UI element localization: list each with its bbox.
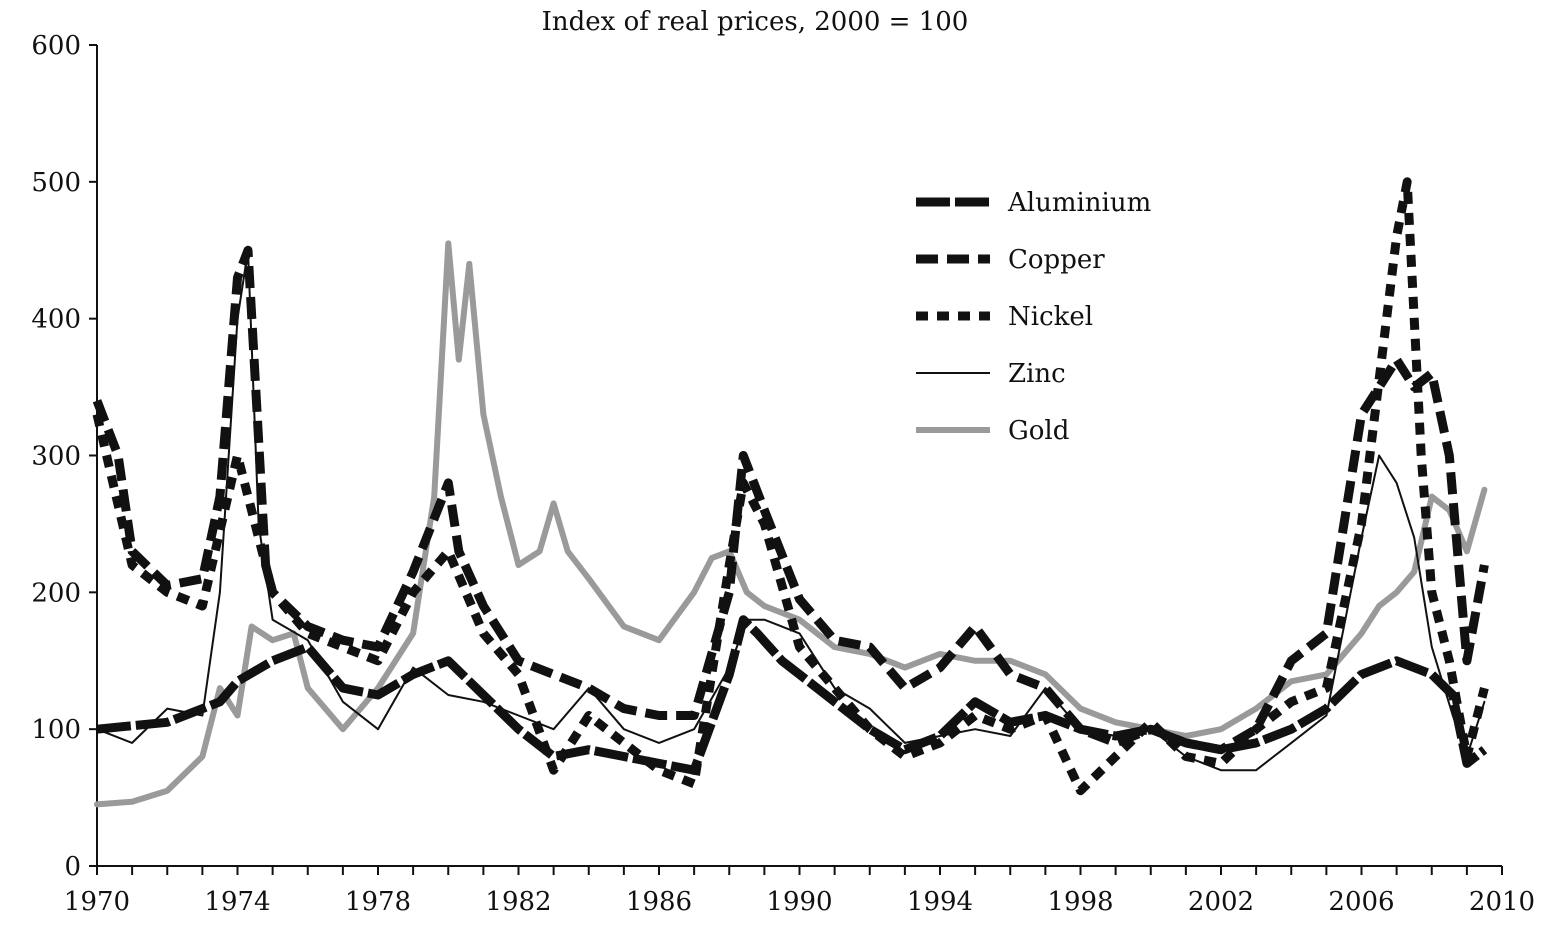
y-tick-label: 100 [31,715,81,745]
x-tick-label: 2010 [1469,887,1535,917]
series-line-gold [94,240,1488,808]
x-tick-label: 2002 [1188,887,1254,917]
legend: Aluminium Copper Nickel Zinc Gold [916,188,1151,446]
legend-label-copper: Copper [1008,245,1105,275]
legend-label-zinc: Zinc [1008,359,1066,389]
x-tick-label: 1982 [485,887,551,917]
legend-label-aluminium: Aluminium [1007,188,1151,218]
chart-title: Index of real prices, 2000 = 100 [542,7,969,37]
legend-label-gold: Gold [1008,416,1069,446]
y-tick-label: 0 [64,852,81,882]
series-line-zinc [96,249,1486,772]
series-layer [92,177,1489,808]
series-line-aluminium [96,615,1488,775]
x-tick-label: 1970 [64,887,130,917]
x-tick-label: 1974 [204,887,270,917]
x-tick-label: 1990 [766,887,832,917]
y-tick-label: 500 [31,168,81,198]
x-tick-label: 1998 [1047,887,1113,917]
y-tick-label: 600 [31,31,81,61]
y-tick-label: 300 [31,442,81,472]
x-tick-label: 1986 [626,887,692,917]
y-tick-label: 400 [31,305,81,335]
series-line-copper [92,245,1489,755]
x-tick-label: 2006 [1328,887,1394,917]
series-line-nickel [92,177,1489,796]
legend-label-nickel: Nickel [1008,302,1093,332]
x-tick-label: 1978 [345,887,411,917]
axes: 0 100 200 300 400 500 600 1970 1974 1978 1982 1986 1… [31,31,1535,917]
y-tick-label: 200 [31,578,81,608]
x-tick-label: 1994 [907,887,973,917]
